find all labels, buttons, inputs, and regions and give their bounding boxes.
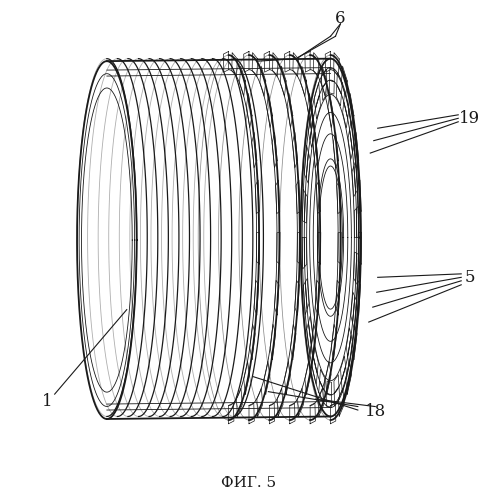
Text: 19: 19 (459, 110, 480, 127)
Text: 6: 6 (335, 10, 346, 28)
Text: 18: 18 (365, 403, 386, 420)
Text: 5: 5 (464, 269, 475, 286)
Text: ФИГ. 5: ФИГ. 5 (221, 476, 276, 490)
Polygon shape (77, 58, 360, 419)
Text: 1: 1 (42, 393, 53, 410)
